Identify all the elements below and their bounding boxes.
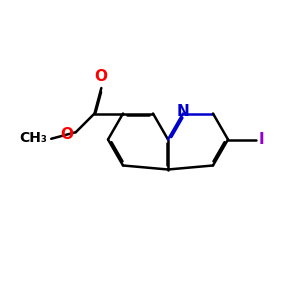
Text: O: O [94,69,107,84]
Text: N: N [177,104,189,119]
Text: CH₃: CH₃ [20,130,48,145]
Text: O: O [60,127,73,142]
Text: I: I [259,132,264,147]
